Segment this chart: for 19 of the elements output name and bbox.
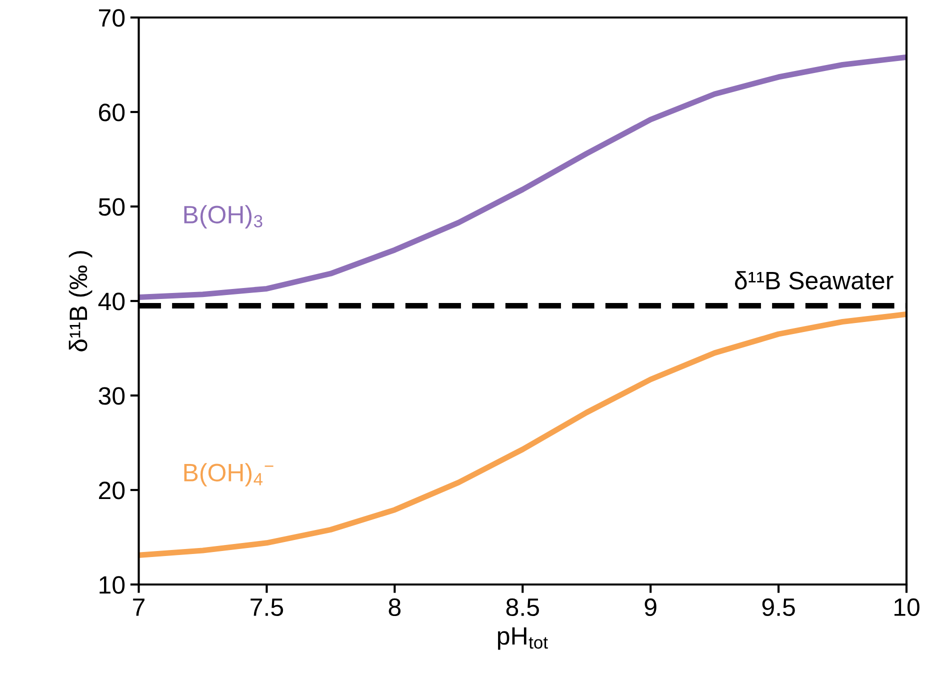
x-tick-label: 8.5 (506, 598, 539, 616)
text: B(OH)$_{4}$$^{−}$ (184, 463, 274, 486)
y-tick-label: 40 (98, 292, 125, 310)
x-tick-label: 9 (644, 598, 656, 616)
ref-line-label: δ¹¹B Seawater (734, 271, 894, 290)
y-tick-label: 70 (99, 9, 125, 27)
x-tick-label: 9.5 (762, 598, 795, 616)
x-tick-label: 8 (388, 598, 401, 616)
y-tick-label: 20 (99, 482, 125, 500)
y-tick-label: 60 (99, 104, 125, 122)
x-tick-label: 7.5 (250, 598, 284, 616)
x-tick-label: 10 (894, 598, 920, 616)
x-tick-label: 7 (133, 598, 144, 616)
x-axis-title: pH$_{tot}$ (498, 627, 548, 650)
y-tick-label: 10 (100, 576, 125, 594)
y-tick-label: 30 (98, 387, 125, 405)
y-axis-title: δ¹¹B (‰ ) (68, 251, 92, 352)
text: B(OH)$_{3}$ (184, 205, 262, 228)
y-tick-label: 50 (98, 198, 125, 216)
